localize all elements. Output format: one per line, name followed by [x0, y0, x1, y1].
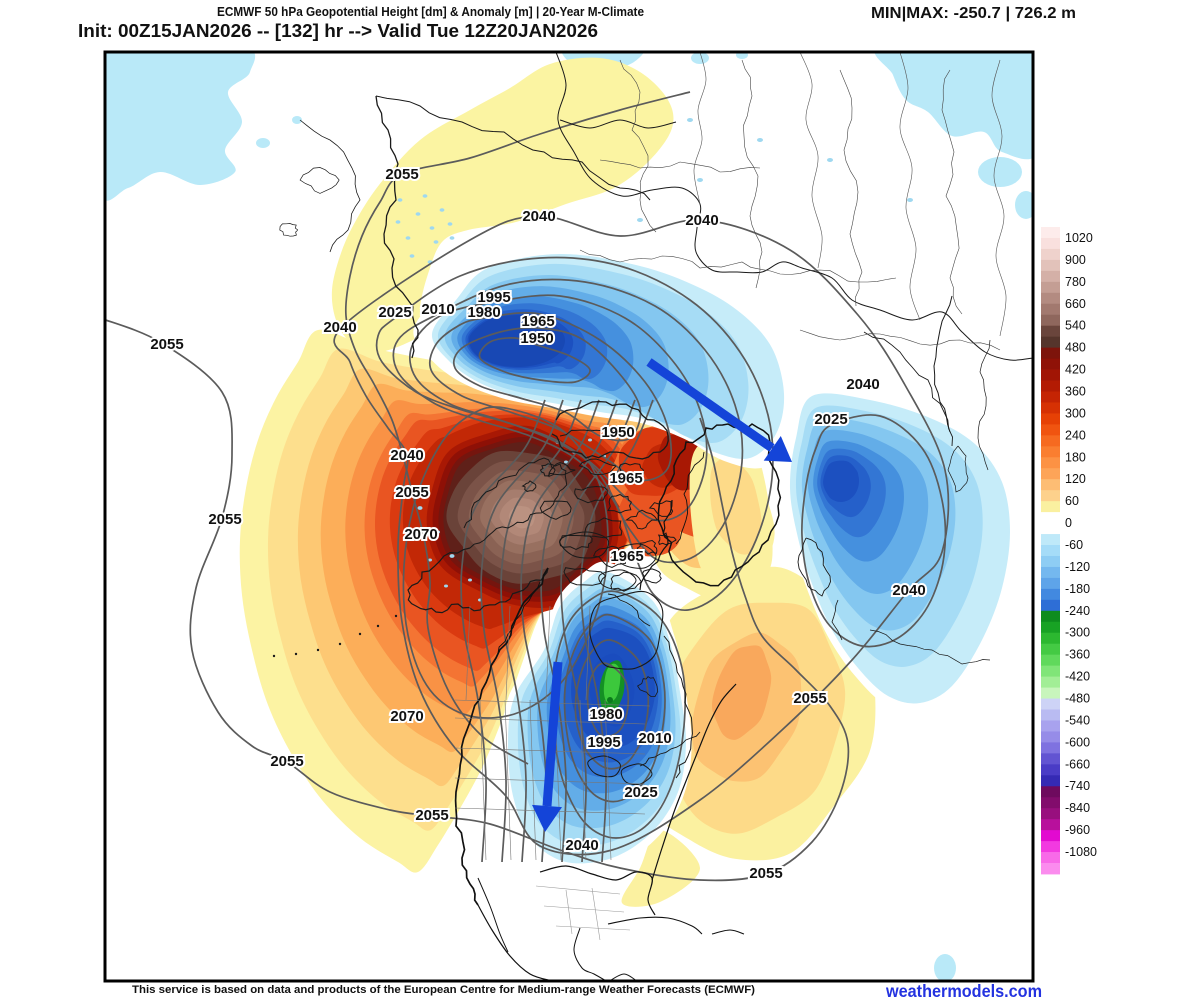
svg-text:-300: -300	[1065, 626, 1090, 640]
svg-text:660: 660	[1065, 297, 1086, 311]
svg-text:2055: 2055	[150, 336, 183, 353]
svg-text:2055: 2055	[793, 690, 826, 707]
svg-text:This service is based on data: This service is based on data and produc…	[132, 984, 755, 996]
svg-text:2055: 2055	[415, 807, 448, 824]
svg-text:-480: -480	[1065, 692, 1090, 706]
svg-text:-740: -740	[1065, 779, 1090, 793]
svg-text:1965: 1965	[610, 548, 643, 565]
svg-text:2055: 2055	[270, 753, 303, 770]
svg-text:2040: 2040	[390, 447, 423, 464]
svg-text:Init: 00Z15JAN2026 -- [132] hr: Init: 00Z15JAN2026 -- [132] hr --> Valid…	[78, 20, 598, 41]
svg-text:ECMWF 50 hPa Geopotential Heig: ECMWF 50 hPa Geopotential Height [dm] & …	[217, 4, 644, 19]
svg-text:1995: 1995	[477, 289, 510, 306]
svg-text:2040: 2040	[685, 212, 718, 229]
svg-text:1020: 1020	[1065, 231, 1093, 245]
svg-text:2040: 2040	[323, 319, 356, 336]
svg-text:180: 180	[1065, 450, 1086, 464]
svg-text:MIN|MAX: -250.7 | 726.2 m: MIN|MAX: -250.7 | 726.2 m	[871, 5, 1076, 22]
svg-text:60: 60	[1065, 494, 1079, 508]
svg-text:-660: -660	[1065, 757, 1090, 771]
svg-text:780: 780	[1065, 275, 1086, 289]
svg-text:2025: 2025	[624, 784, 657, 801]
svg-text:-180: -180	[1065, 582, 1090, 596]
svg-text:1965: 1965	[521, 313, 554, 330]
svg-text:2040: 2040	[846, 376, 879, 393]
svg-text:2025: 2025	[814, 411, 847, 428]
svg-text:-420: -420	[1065, 670, 1090, 684]
svg-text:1995: 1995	[587, 734, 620, 751]
svg-text:2010: 2010	[638, 730, 671, 747]
svg-text:-240: -240	[1065, 604, 1090, 618]
svg-text:2040: 2040	[565, 837, 598, 854]
svg-text:0: 0	[1065, 516, 1072, 530]
svg-text:-840: -840	[1065, 801, 1090, 815]
svg-text:2055: 2055	[208, 511, 241, 528]
svg-text:2025: 2025	[378, 304, 411, 321]
svg-text:weathermodels.com: weathermodels.com	[885, 981, 1042, 1000]
svg-text:-540: -540	[1065, 714, 1090, 728]
svg-text:-1080: -1080	[1065, 845, 1097, 859]
svg-text:480: 480	[1065, 341, 1086, 355]
svg-text:240: 240	[1065, 428, 1086, 442]
svg-text:360: 360	[1065, 385, 1086, 399]
svg-text:2070: 2070	[390, 708, 423, 725]
svg-text:-360: -360	[1065, 648, 1090, 662]
svg-text:2070: 2070	[404, 526, 437, 543]
svg-text:-120: -120	[1065, 560, 1090, 574]
svg-text:2040: 2040	[522, 208, 555, 225]
svg-text:2010: 2010	[421, 301, 454, 318]
svg-text:1950: 1950	[520, 330, 553, 347]
svg-text:2055: 2055	[749, 865, 782, 882]
svg-text:1965: 1965	[609, 470, 642, 487]
svg-text:900: 900	[1065, 253, 1086, 267]
svg-text:540: 540	[1065, 319, 1086, 333]
svg-text:1950: 1950	[601, 424, 634, 441]
svg-text:1980: 1980	[467, 304, 500, 321]
svg-text:2055: 2055	[385, 166, 418, 183]
svg-text:2040: 2040	[892, 582, 925, 599]
svg-text:420: 420	[1065, 363, 1086, 377]
svg-text:-600: -600	[1065, 735, 1090, 749]
svg-text:-960: -960	[1065, 823, 1090, 837]
svg-text:1980: 1980	[589, 706, 622, 723]
svg-text:2055: 2055	[395, 484, 428, 501]
svg-text:300: 300	[1065, 406, 1086, 420]
svg-text:120: 120	[1065, 472, 1086, 486]
svg-text:-60: -60	[1065, 538, 1083, 552]
